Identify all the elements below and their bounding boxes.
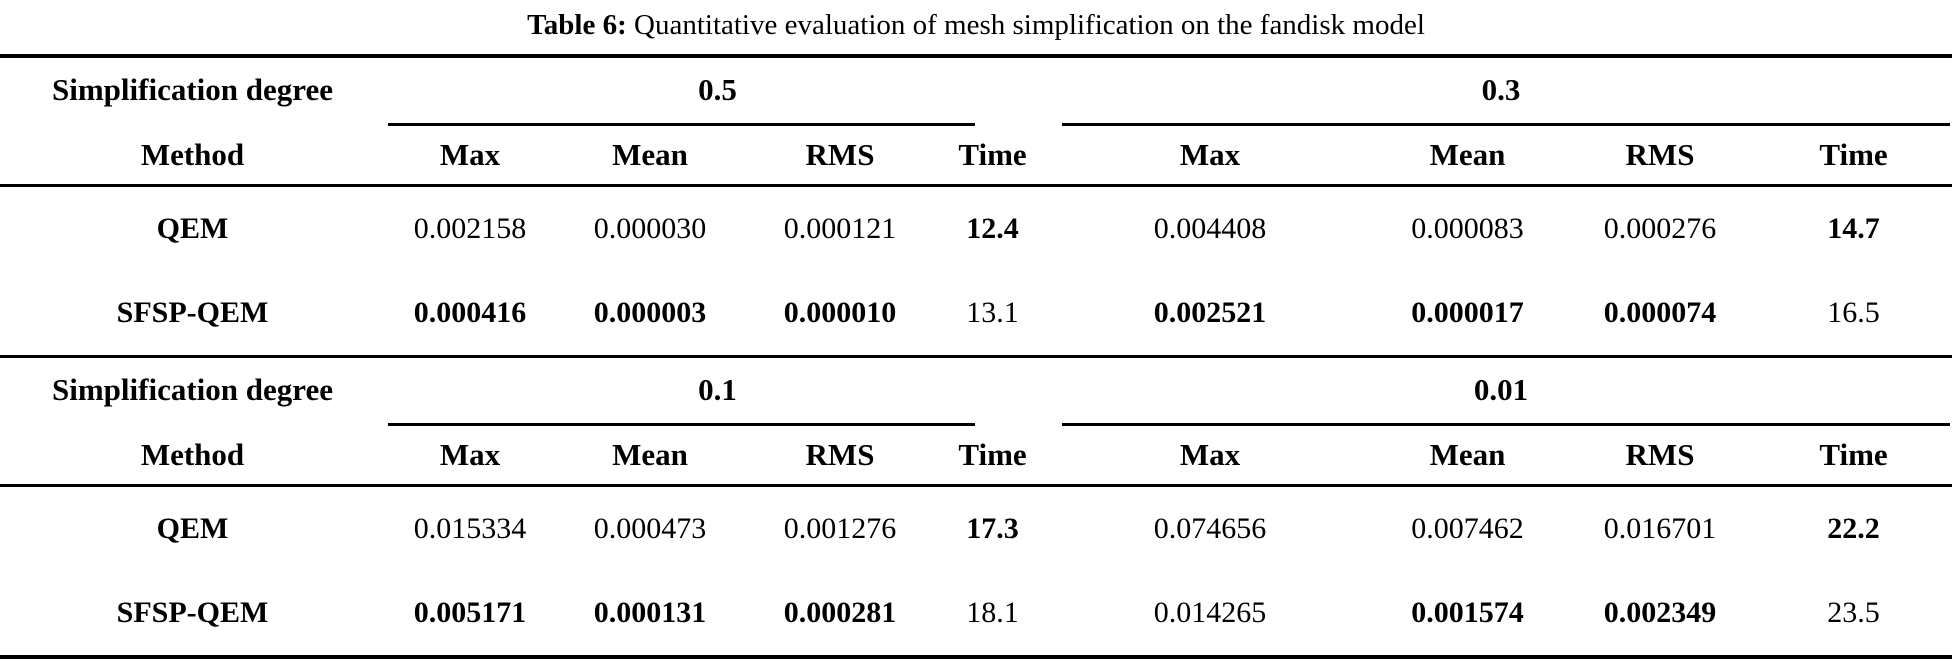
results-table: Simplification degree 0.5 0.3 Method Max… (0, 54, 1952, 659)
column-header-row: Method Max Mean RMS Time Max Mean RMS Ti… (0, 126, 1952, 187)
degree-cell: 0.3 (1050, 54, 1952, 122)
metric-header-cell: Time (1755, 426, 1952, 487)
cmidrule-row (0, 122, 1952, 126)
value-cell: 0.001276 (783, 512, 897, 545)
value-cell: 17.3 (966, 512, 1019, 545)
value-cell: 22.2 (1827, 512, 1880, 545)
cmidrule (388, 422, 975, 426)
cmidrule (1062, 122, 1950, 126)
value-cell: 0.000121 (783, 212, 897, 245)
value-cell: 0.002521 (1153, 296, 1267, 329)
value-cell: 0.000010 (783, 296, 897, 329)
method-cell: QEM (156, 212, 229, 245)
value-cell: 0.000003 (593, 296, 707, 329)
value-cell: 13.1 (966, 296, 1019, 329)
table-caption-label: Table 6: (527, 9, 627, 41)
value-cell: 12.4 (966, 212, 1019, 245)
metric-header-cell: RMS (1565, 426, 1755, 487)
value-cell: 0.001574 (1370, 571, 1565, 659)
metric-header-cell: Max (385, 426, 555, 487)
value-cell: 0.004408 (1153, 212, 1267, 245)
method-cell: QEM (156, 512, 229, 545)
method-cell: SFSP-QEM (116, 296, 269, 329)
table-row: SFSP-QEM 0.000416 0.000003 0.000010 13.1… (0, 271, 1952, 357)
value-cell: 0.014265 (1050, 571, 1370, 659)
table-caption: Table 6: Quantitative evaluation of mesh… (0, 0, 1952, 54)
cmidrule (388, 122, 975, 126)
metric-header-cell: Time (935, 126, 1050, 187)
value-cell: 0.074656 (1153, 512, 1267, 545)
value-cell: 14.7 (1827, 212, 1880, 245)
value-cell: 16.5 (1827, 296, 1880, 329)
metric-header-cell: RMS (745, 126, 935, 187)
value-cell: 0.005171 (385, 571, 555, 659)
table-row: SFSP-QEM 0.005171 0.000131 0.000281 18.1… (0, 571, 1952, 659)
value-cell: 18.1 (935, 571, 1050, 659)
group-header-row: Simplification degree 0.1 0.01 (0, 355, 1952, 422)
metric-header-cell: RMS (745, 426, 935, 487)
metric-header-cell: RMS (1565, 126, 1755, 187)
metric-header-cell: Max (1050, 126, 1370, 187)
value-cell: 0.000083 (1411, 212, 1524, 245)
value-cell: 0.000276 (1603, 212, 1717, 245)
metric-header-cell: Time (1755, 126, 1952, 187)
value-cell: 0.000281 (745, 571, 935, 659)
degree-cell: 0.1 (385, 355, 1050, 422)
table-row: QEM 0.015334 0.000473 0.001276 17.3 0.07… (0, 486, 1952, 572)
metric-header-cell: Mean (555, 126, 745, 187)
value-cell: 0.000017 (1411, 296, 1524, 329)
metric-header-cell: Mean (1370, 126, 1565, 187)
value-cell: 0.016701 (1603, 512, 1717, 545)
column-header-row: Method Max Mean RMS Time Max Mean RMS Ti… (0, 426, 1952, 487)
row-header-cell: Simplification degree (0, 355, 385, 422)
metric-header-cell: Mean (1370, 426, 1565, 487)
group-header-row: Simplification degree 0.5 0.3 (0, 54, 1952, 122)
value-cell: 0.015334 (413, 512, 527, 545)
value-cell: 23.5 (1755, 571, 1952, 659)
value-cell: 0.000416 (413, 296, 527, 329)
method-header-cell: Method (0, 426, 385, 487)
value-cell: 0.000074 (1603, 296, 1717, 329)
degree-cell: 0.01 (1050, 355, 1952, 422)
method-cell: SFSP-QEM (0, 571, 385, 659)
cmidrule-row (0, 422, 1952, 426)
method-header-cell: Method (0, 126, 385, 187)
cmidrule (1062, 422, 1950, 426)
value-cell: 0.002349 (1565, 571, 1755, 659)
table-caption-text: Quantitative evaluation of mesh simplifi… (634, 9, 1425, 41)
value-cell: 0.000030 (593, 212, 707, 245)
metric-header-cell: Max (385, 126, 555, 187)
degree-cell: 0.5 (385, 54, 1050, 122)
value-cell: 0.007462 (1411, 512, 1524, 545)
row-header-cell: Simplification degree (0, 54, 385, 122)
metric-header-cell: Mean (555, 426, 745, 487)
value-cell: 0.000473 (593, 512, 707, 545)
value-cell: 0.000131 (555, 571, 745, 659)
metric-header-cell: Time (935, 426, 1050, 487)
table-row: QEM 0.002158 0.000030 0.000121 12.4 0.00… (0, 186, 1952, 272)
metric-header-cell: Max (1050, 426, 1370, 487)
value-cell: 0.002158 (413, 212, 527, 245)
